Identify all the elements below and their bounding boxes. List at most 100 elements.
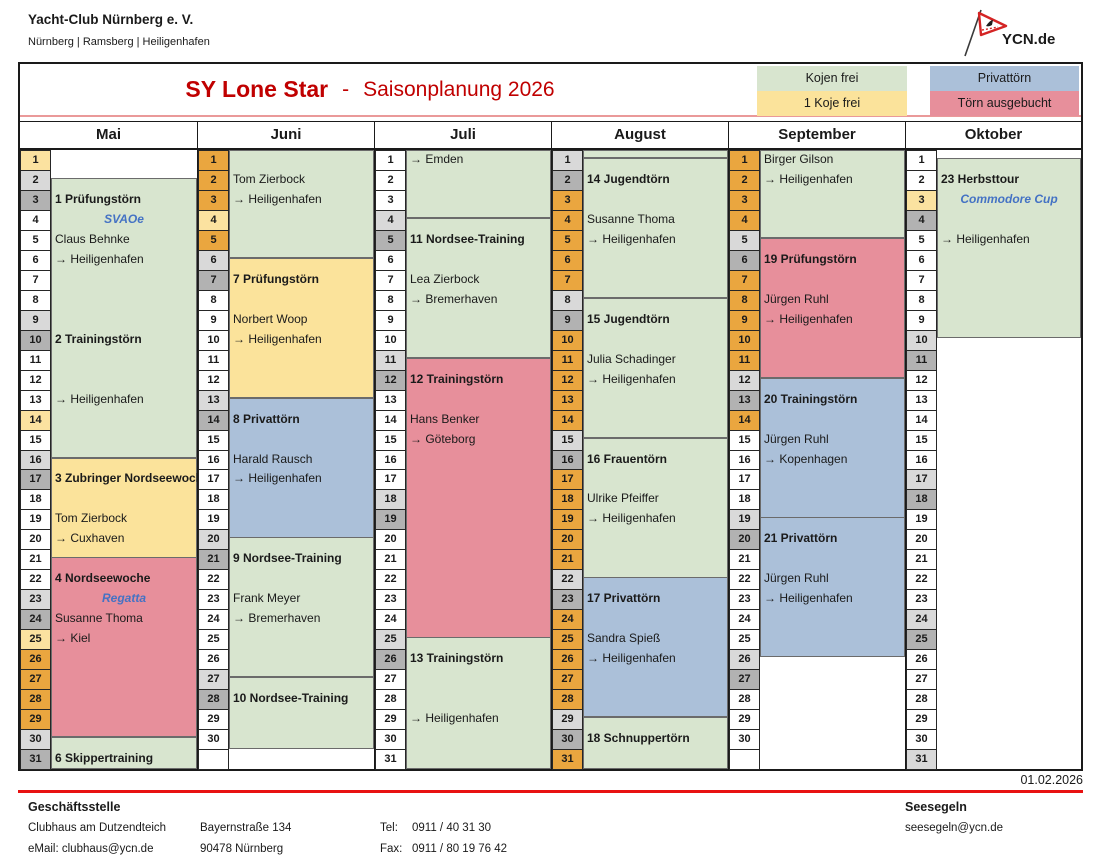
day-cell-weekday: 7 xyxy=(375,270,406,291)
day-cell-sunday: 4 xyxy=(906,210,937,231)
day-cell-weekday: 21 xyxy=(906,549,937,570)
day-cell-school_vacation: 7 xyxy=(552,270,583,291)
month-header: September xyxy=(729,122,905,150)
club-pennant-icon xyxy=(964,9,1008,57)
day-cell-school_vacation: 5 xyxy=(198,230,229,251)
day-cell-school_vacation: 11 xyxy=(729,350,760,371)
calendar-entry-route: → Heiligenhafen xyxy=(941,232,1030,246)
calendar-entry-tour: 15 Jugendtörn xyxy=(587,312,670,326)
day-cell-weekday: 26 xyxy=(198,649,229,670)
day-cell-school_vacation: 1 xyxy=(198,150,229,171)
day-cell-weekday: 17 xyxy=(198,469,229,490)
tour-block-private xyxy=(760,517,905,657)
day-cell-saturday: 26 xyxy=(729,649,760,670)
day-cell-school_vacation: 3 xyxy=(198,190,229,211)
calendar-entry-route: → Heiligenhafen xyxy=(764,172,853,186)
day-cell-weekday: 11 xyxy=(20,350,51,371)
month-column-juni: Juni Tom Zierbock → Heiligenhafen 7 Prüfung… xyxy=(197,122,374,770)
day-cell-saturday: 4 xyxy=(375,210,406,231)
month-content: 14 Jugendtörn Susanne Thoma → Heiligenhafe… xyxy=(583,150,728,769)
day-cell-weekday: 28 xyxy=(375,689,406,710)
calendar-entry-route: → Heiligenhafen xyxy=(587,372,676,386)
day-cell-weekday: 15 xyxy=(20,430,51,451)
calendar-entry-tour: 7 Prüfungstörn xyxy=(233,272,319,286)
legend-item-private: Privattörn xyxy=(930,66,1079,91)
day-cell-weekday: 29 xyxy=(906,709,937,730)
day-cell-school_vacation: 18 xyxy=(552,489,583,510)
day-cell-weekday: 9 xyxy=(906,310,937,331)
calendar-entry-route: → Heiligenhafen xyxy=(764,591,853,605)
day-cell-school_vacation: 13 xyxy=(552,390,583,411)
calendar-entry-note: Commodore Cup xyxy=(960,192,1058,206)
footer-left-title: Geschäftsstelle xyxy=(28,800,121,814)
day-cell-school_vacation: 11 xyxy=(552,350,583,371)
day-cell-school_vacation: 2 xyxy=(198,170,229,191)
day-cell-weekday: 31 xyxy=(375,749,406,770)
calendar-entry-skipper: Claus Behnke xyxy=(55,232,130,246)
day-cell-school_vacation: 9 xyxy=(729,310,760,331)
revision-date: 01.02.2026 xyxy=(1020,773,1083,787)
calendar-entry-tour: 16 Frauentörn xyxy=(587,452,668,466)
day-cell-school_vacation: 10 xyxy=(729,330,760,351)
day-cell-school_vacation: 5 xyxy=(552,230,583,251)
day-cell-weekday: 13 xyxy=(20,390,51,411)
day-cell-saturday: 11 xyxy=(375,350,406,371)
day-cell-weekday: 23 xyxy=(729,589,760,610)
calendar-entry-skipper: Sandra Spieß xyxy=(587,631,661,645)
day-cell-weekday: 18 xyxy=(729,489,760,510)
day-cell-weekday: 25 xyxy=(729,629,760,650)
day-cell-sunday: 25 xyxy=(906,629,937,650)
day-cell-weekday: 24 xyxy=(729,609,760,630)
day-cell-weekday: 2 xyxy=(375,170,406,191)
day-cell-weekday: 1 xyxy=(375,150,406,171)
day-cell-weekday: 25 xyxy=(198,629,229,650)
day-cell-school_vacation: 14 xyxy=(729,410,760,431)
calendar-entry-route: → Heiligenhafen xyxy=(233,192,322,206)
day-cell-weekday: 6 xyxy=(906,250,937,271)
day-cell-weekday: 28 xyxy=(729,689,760,710)
day-cell-weekday: 27 xyxy=(375,669,406,690)
logo-text: YCN.de xyxy=(1002,31,1056,48)
season-plan-table: SY Lone Star - Saisonplanung 2026 Kojen … xyxy=(18,62,1083,771)
day-cell-weekday: 27 xyxy=(906,669,937,690)
day-cell-blank xyxy=(729,749,760,770)
day-cell-saturday: 8 xyxy=(552,290,583,311)
month-header: Juni xyxy=(198,122,374,150)
calendar-entry-route: → Heiligenhafen xyxy=(233,471,322,485)
day-cell-weekday: 24 xyxy=(375,609,406,630)
day-cell-weekday: 16 xyxy=(375,450,406,470)
day-cell-weekday: 24 xyxy=(198,609,229,630)
day-cell-school_vacation: 29 xyxy=(20,709,51,730)
day-cell-weekday: 22 xyxy=(20,569,51,590)
tour-block-free xyxy=(937,158,1081,338)
calendar-entry-skipper: Harald Rausch xyxy=(233,452,313,466)
day-cell-school_vacation: 20 xyxy=(552,529,583,550)
day-cell-sunday: 24 xyxy=(20,609,51,630)
calendar-entry-skipper: Susanne Thoma xyxy=(587,212,675,226)
calendar-entry-note: SVAOe xyxy=(104,212,144,226)
day-cell-weekday: 15 xyxy=(198,430,229,451)
footer-street: Bayernstraße 134 xyxy=(200,822,292,834)
day-cell-weekday: 15 xyxy=(906,430,937,451)
day-cell-sunday: 9 xyxy=(552,310,583,331)
calendar-entry-tour: 1 Prüfungstörn xyxy=(55,192,141,206)
day-cell-sunday: 20 xyxy=(729,529,760,550)
month-content: 1 Prüfungstörn SVAOe Claus Behnke → Heilige… xyxy=(51,150,197,769)
day-cell-sunday: 5 xyxy=(375,230,406,251)
calendar-entry-route: → Bremerhaven xyxy=(410,292,498,306)
day-cell-public_holiday: 4 xyxy=(198,210,229,231)
calendar-entry-skipper: Frank Meyer xyxy=(233,591,301,605)
day-number-column: 1 2 3 4 5 6 7 8 9 10 11 12 13 14 15 16 17 18 19 20 21 22 23 24 2… xyxy=(552,150,728,770)
footer-fax-label: Fax: xyxy=(380,843,403,855)
calendar-entry-skipper: Susanne Thoma xyxy=(55,611,143,625)
day-cell-sunday: 2 xyxy=(552,170,583,191)
day-cell-sunday: 21 xyxy=(198,549,229,570)
day-cell-weekday: 20 xyxy=(906,529,937,550)
day-cell-sunday: 16 xyxy=(552,450,583,470)
day-cell-saturday: 30 xyxy=(20,729,51,750)
footer-right-title: Seesegeln xyxy=(905,800,967,814)
day-cell-saturday: 6 xyxy=(198,250,229,271)
day-cell-school_vacation: 4 xyxy=(552,210,583,231)
tour-block-one_free xyxy=(229,258,374,398)
month-column-september: September Birger Gilson → Heiligenhafen 19 … xyxy=(728,122,905,770)
